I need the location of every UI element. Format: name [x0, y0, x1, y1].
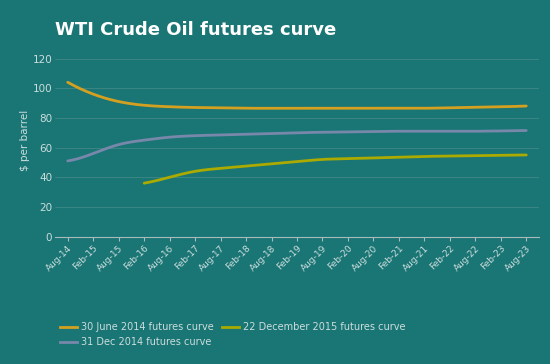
Y-axis label: $ per barrel: $ per barrel [20, 110, 30, 171]
Text: WTI Crude Oil futures curve: WTI Crude Oil futures curve [55, 21, 336, 39]
Legend: 30 June 2014 futures curve, 31 Dec 2014 futures curve, 22 December 2015 futures : 30 June 2014 futures curve, 31 Dec 2014 … [60, 323, 406, 347]
